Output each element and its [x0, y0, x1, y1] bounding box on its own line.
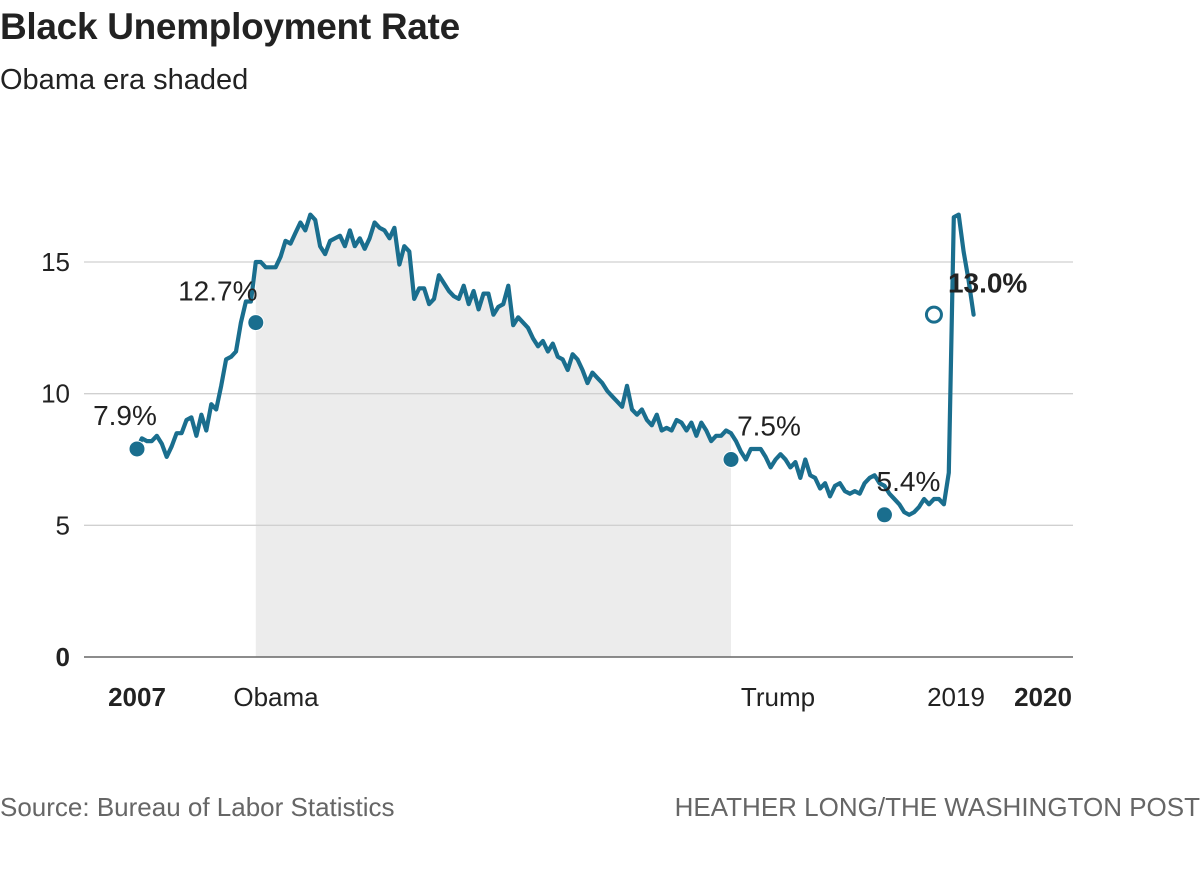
- annotation-markers: [128, 305, 943, 524]
- gridlines: [84, 261, 1073, 658]
- obama-era-shade-layer: [255, 214, 732, 657]
- annotation-marker: [248, 315, 264, 331]
- annotation-marker: [924, 305, 943, 324]
- x-tick-label: Obama: [233, 682, 319, 712]
- series-line: [134, 212, 976, 517]
- obama-era-shade: [255, 214, 732, 657]
- chart-title: Black Unemployment Rate: [0, 6, 460, 47]
- x-tick-label: 2019: [927, 682, 985, 712]
- y-tick-label: 0: [56, 642, 70, 672]
- annotation-label: 5.4%: [877, 466, 941, 497]
- x-tick-label: Trump: [741, 682, 815, 712]
- series-layer: [134, 212, 976, 517]
- labels-layer: 0 5 10 15 7.9% 12.7% 7.5% 5.4% 13.0% 2007 Obama Tru…: [41, 247, 1072, 712]
- annotation-marker: [876, 507, 892, 523]
- annotation-label: 13.0%: [948, 268, 1027, 299]
- x-tick-label: 2007: [108, 682, 166, 712]
- annotation-marker: [723, 452, 739, 467]
- photo-credit: HEATHER LONG/THE WASHINGTON POST: [674, 792, 1200, 822]
- y-tick-label: 10: [41, 379, 70, 409]
- chart-subtitle: Obama era shaded: [0, 64, 249, 96]
- annotation-label: 7.9%: [93, 400, 157, 431]
- y-tick-label: 15: [41, 247, 70, 277]
- annotation-label: 7.5%: [737, 411, 801, 442]
- x-tick-label: 2020: [1014, 682, 1072, 712]
- line-chart: 0 5 10 15 7.9% 12.7% 7.5% 5.4% 13.0% 2007 Obama Tru…: [41, 212, 1073, 712]
- annotation-label: 12.7%: [178, 276, 257, 307]
- source-note: Source: Bureau of Labor Statistics: [0, 792, 395, 822]
- y-tick-label: 5: [56, 510, 70, 540]
- annotation-marker: [129, 441, 145, 457]
